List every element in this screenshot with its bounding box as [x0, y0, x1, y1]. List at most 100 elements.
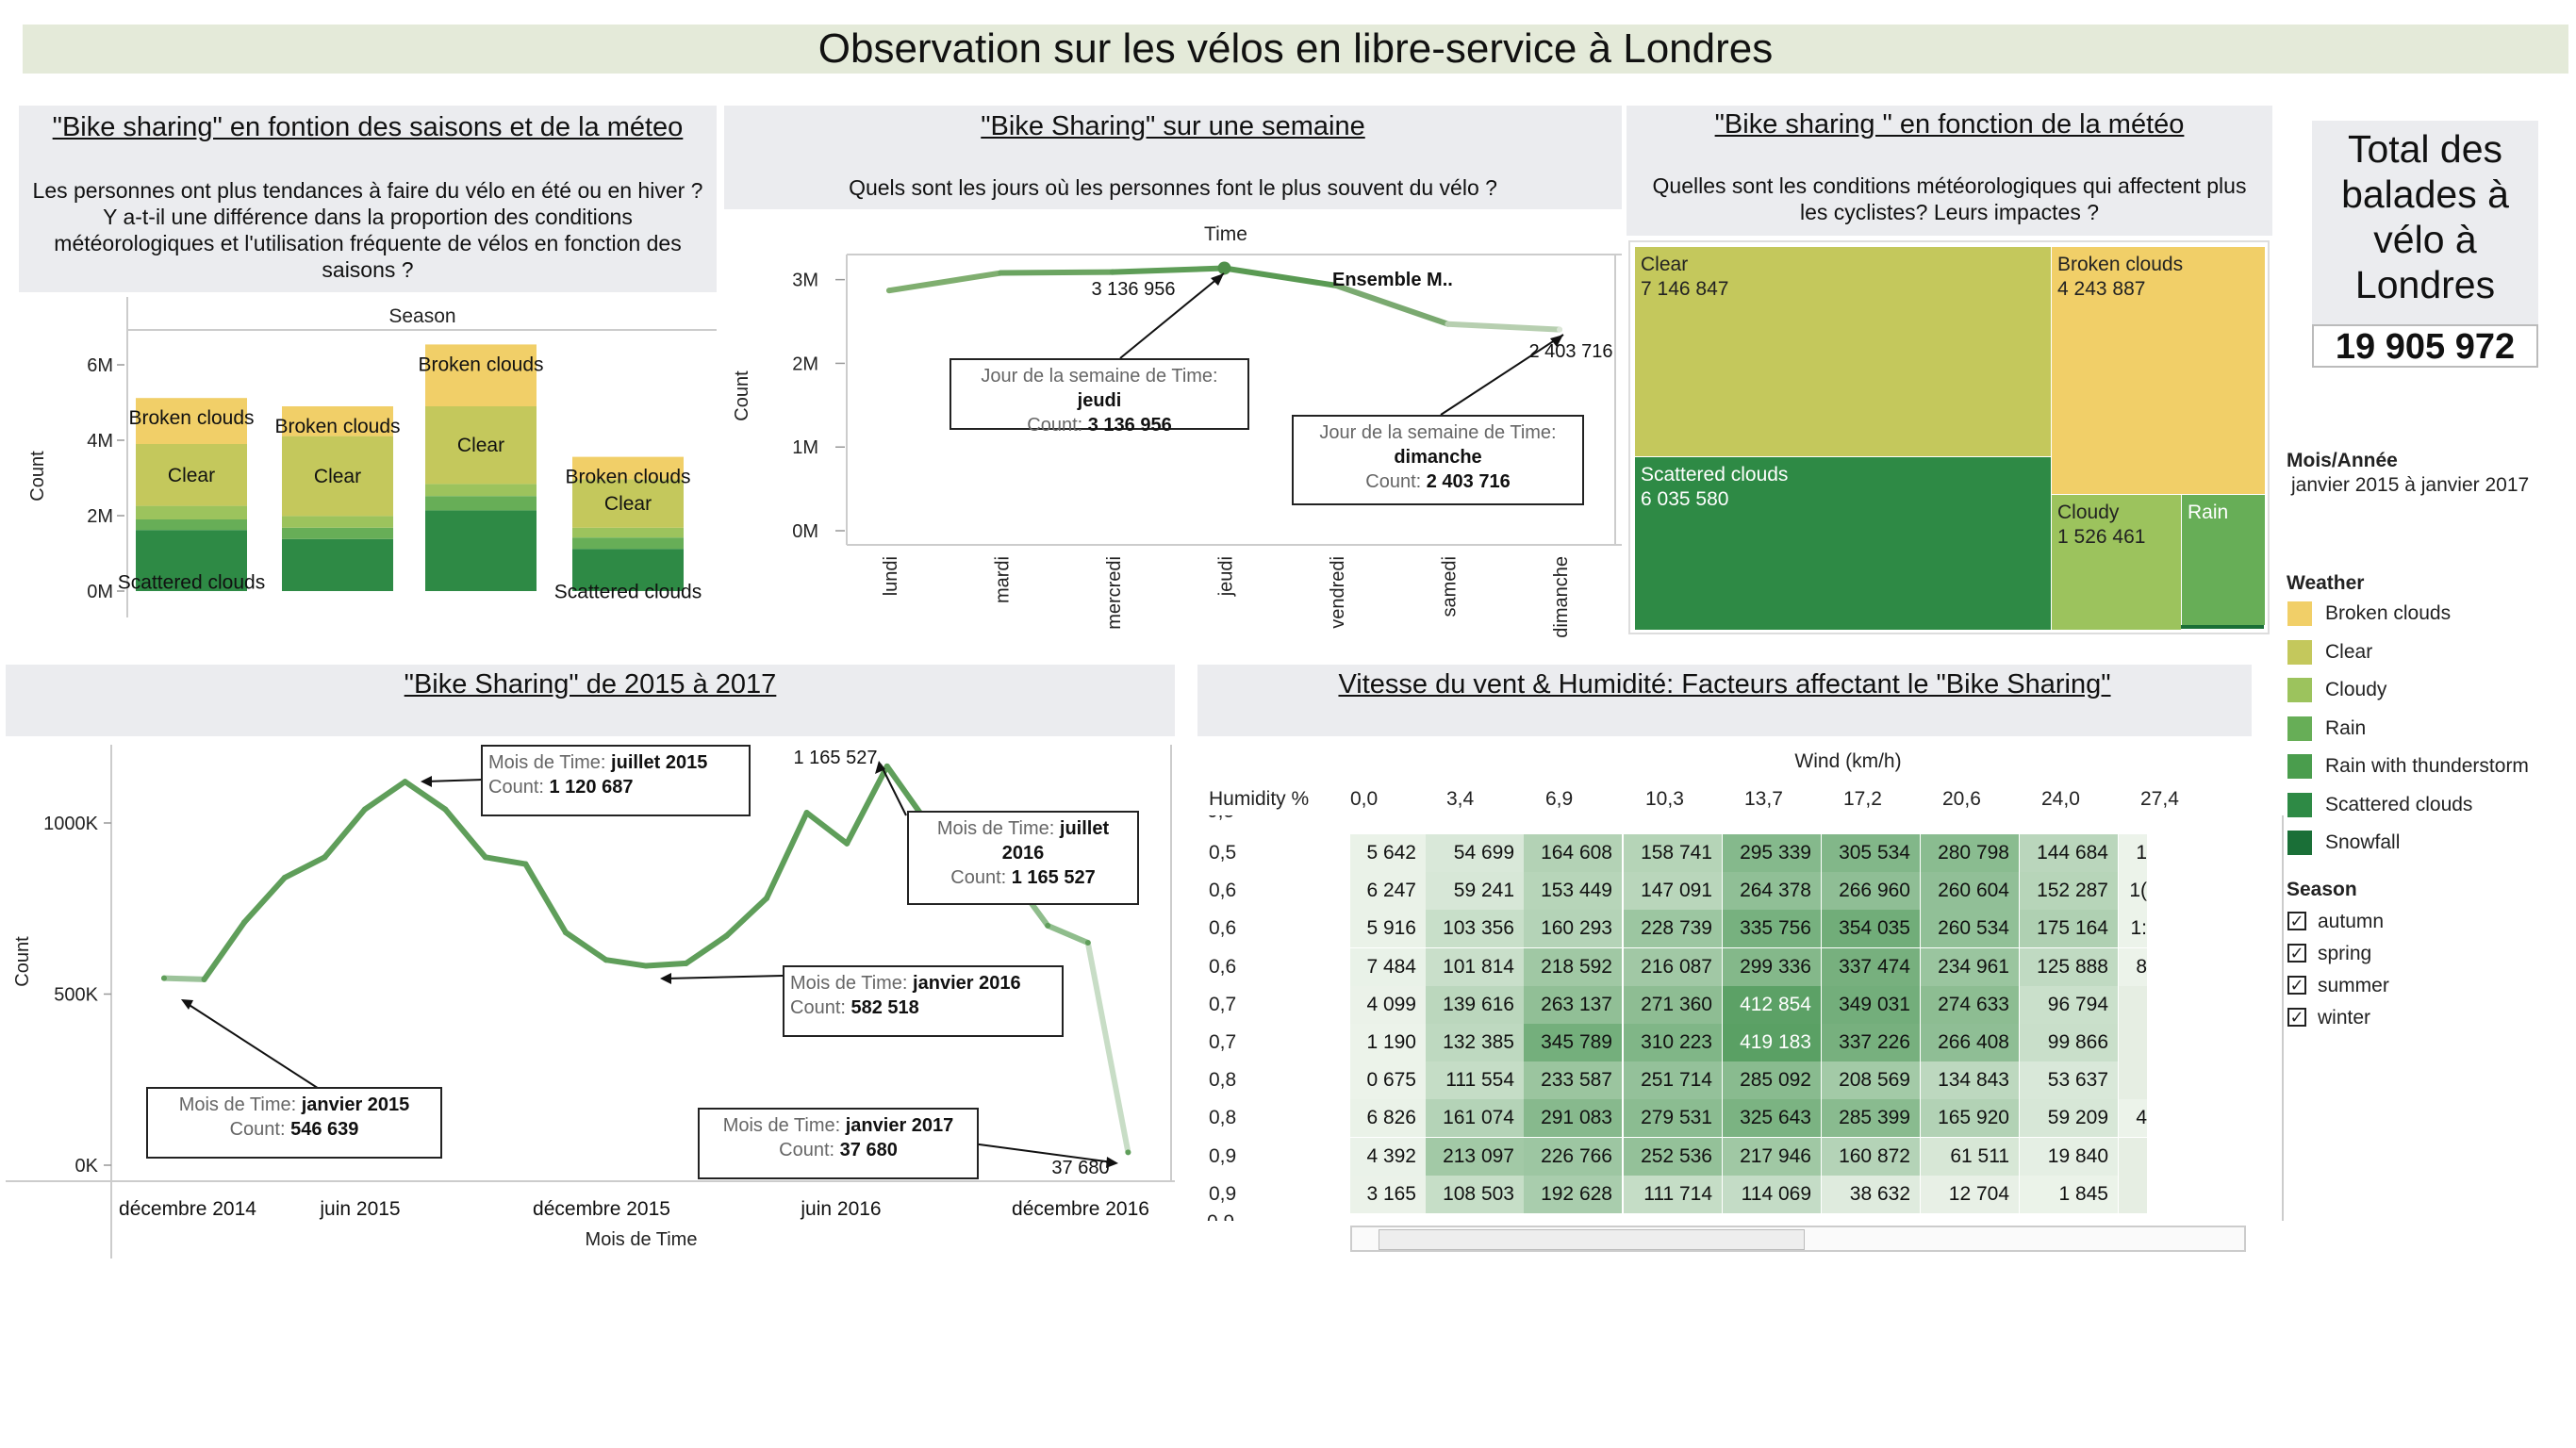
season-bar-segment[interactable] [572, 479, 684, 528]
heatmap-cell[interactable]: 161 074 [1426, 1099, 1524, 1138]
heatmap-cell[interactable]: 165 920 [1921, 1099, 2019, 1138]
timeline-point[interactable] [1125, 1149, 1131, 1156]
heatmap-cell[interactable]: 419 183 [1723, 1024, 1821, 1061]
heatmap-cell[interactable]: 108 503 [1426, 1175, 1524, 1213]
season-filter-item[interactable]: ✓ summer [2287, 972, 2389, 1000]
heatmap-cell[interactable]: 234 961 [1921, 947, 2019, 986]
heatmap-cell[interactable]: 99 866 [2020, 1024, 2118, 1061]
timeline-point[interactable] [1045, 922, 1051, 929]
season-bar-segment[interactable] [136, 398, 247, 444]
heatmap-cell[interactable]: 266 960 [1822, 872, 1920, 911]
season-filter-item[interactable]: ✓ winter [2287, 1004, 2370, 1032]
heatmap-cell[interactable] [2119, 1137, 2147, 1176]
heatmap-cell[interactable]: 285 399 [1822, 1099, 1920, 1138]
season-bar-segment[interactable] [425, 510, 537, 591]
heatmap-cell[interactable]: 280 798 [1921, 834, 2019, 872]
season-bar-segment[interactable] [282, 516, 393, 528]
heatmap-cell[interactable] [2119, 1024, 2147, 1061]
timeline-point[interactable] [402, 779, 408, 785]
heatmap-cell[interactable]: 38 632 [1822, 1175, 1920, 1213]
heatmap-cell[interactable]: 175 164 [2020, 910, 2118, 948]
heatmap-cell[interactable]: 263 137 [1524, 985, 1622, 1024]
timeline-point[interactable] [883, 763, 890, 769]
season-bar-segment[interactable] [136, 444, 247, 506]
season-bar-segment[interactable] [425, 496, 537, 511]
legend-item[interactable]: Broken clouds [2287, 600, 2451, 628]
heatmap-cell[interactable]: 216 087 [1624, 947, 1722, 986]
timeline-point[interactable] [723, 932, 730, 939]
heatmap-cell[interactable]: 4 [2119, 1099, 2147, 1138]
heatmap-cell[interactable]: 1 [2119, 834, 2147, 872]
period-filter-value[interactable]: janvier 2015 à janvier 2017 [2291, 474, 2530, 496]
treemap-cell-cloudy[interactable]: Cloudy 1 526 461 [2051, 494, 2182, 631]
heatmap-cell[interactable]: 271 360 [1624, 985, 1722, 1024]
heatmap-cell[interactable] [2119, 985, 2147, 1024]
timeline-point[interactable] [603, 957, 609, 963]
heatmap-cell[interactable]: 264 378 [1723, 872, 1821, 911]
heatmap-cell[interactable]: 354 035 [1822, 910, 1920, 948]
heatmap-cell[interactable]: 160 872 [1822, 1137, 1920, 1176]
season-bar-segment[interactable] [572, 549, 684, 591]
heatmap-cell[interactable]: 53 637 [2020, 1061, 2118, 1100]
timeline-point[interactable] [683, 960, 689, 966]
heatmap-cell[interactable]: 260 534 [1921, 910, 2019, 948]
heatmap-cell[interactable]: 213 097 [1426, 1137, 1524, 1176]
heatmap-cell[interactable]: 139 616 [1426, 985, 1524, 1024]
heatmap-cell[interactable]: 192 628 [1524, 1175, 1622, 1213]
heatmap-cell[interactable]: 0 675 [1350, 1061, 1426, 1100]
heatmap-cell[interactable]: 103 356 [1426, 910, 1524, 948]
heatmap-cell[interactable]: 111 554 [1426, 1061, 1524, 1100]
heatmap-cell[interactable]: 7 484 [1350, 947, 1426, 986]
heatmap-cell[interactable]: 226 766 [1524, 1137, 1622, 1176]
season-bar-segment[interactable] [425, 344, 537, 406]
heatmap-cell[interactable]: 266 408 [1921, 1024, 2019, 1061]
heatmap-cell[interactable]: 147 091 [1624, 872, 1722, 911]
timeline-point[interactable] [362, 806, 368, 813]
heatmap-cell[interactable]: 6 826 [1350, 1099, 1426, 1138]
week-point[interactable] [1333, 282, 1339, 288]
heatmap-cell[interactable]: 144 684 [2020, 834, 2118, 872]
timeline-point[interactable] [482, 854, 488, 861]
heatmap-cell[interactable]: 310 223 [1624, 1024, 1722, 1061]
heatmap-cell[interactable]: 96 794 [2020, 985, 2118, 1024]
treemap-cell-rain[interactable]: Rain [2181, 494, 2266, 626]
timeline-point[interactable] [442, 806, 449, 813]
heatmap-cell[interactable]: 6 247 [1350, 872, 1426, 911]
heatmap-cell[interactable]: 61 511 [1921, 1137, 2019, 1176]
heatmap-cell[interactable]: 1( [2119, 872, 2147, 911]
heatmap-cell[interactable]: 1 190 [1350, 1024, 1426, 1061]
heatmap-cell[interactable]: 114 069 [1723, 1175, 1821, 1213]
week-point[interactable] [886, 288, 892, 294]
heatmap-cell[interactable]: 1: [2119, 910, 2147, 948]
week-point[interactable] [1110, 269, 1115, 275]
treemap-cell-broken-clouds[interactable]: Broken clouds 4 243 887 [2051, 246, 2266, 495]
week-point[interactable] [1217, 261, 1231, 275]
season-filter-item[interactable]: ✓ spring [2287, 940, 2371, 968]
heatmap-cell[interactable]: 412 854 [1723, 985, 1821, 1024]
heatmap-cell[interactable]: 54 699 [1426, 834, 1524, 872]
heatmap-cell[interactable]: 228 739 [1624, 910, 1722, 948]
heatmap-cell[interactable]: 152 287 [2020, 872, 2118, 911]
timeline-point[interactable] [241, 919, 248, 926]
heatmap-cell[interactable]: 345 789 [1524, 1024, 1622, 1061]
week-point[interactable] [1557, 326, 1562, 333]
heatmap-cell[interactable]: 4 392 [1350, 1137, 1426, 1176]
timeline-point[interactable] [563, 930, 569, 936]
heatmap-cell[interactable]: 132 385 [1426, 1024, 1524, 1061]
timeline-point[interactable] [322, 854, 328, 861]
heatmap-cell[interactable]: 158 741 [1624, 834, 1722, 872]
heatmap-cell[interactable]: 101 814 [1426, 947, 1524, 986]
season-bar-segment[interactable] [572, 456, 684, 480]
season-checkbox[interactable]: ✓ [2287, 944, 2306, 963]
heatmap-cell[interactable]: 337 226 [1822, 1024, 1920, 1061]
season-bar-segment[interactable] [425, 406, 537, 485]
heatmap-cell[interactable]: 218 592 [1524, 947, 1622, 986]
heatmap-cell[interactable]: 252 536 [1624, 1137, 1722, 1176]
timeline-point[interactable] [643, 963, 650, 969]
season-bar-segment[interactable] [136, 519, 247, 531]
legend-item[interactable]: Scattered clouds [2287, 791, 2472, 819]
heatmap-cell[interactable]: 260 604 [1921, 872, 2019, 911]
heatmap-cell[interactable]: 335 756 [1723, 910, 1821, 948]
heatmap-cell[interactable]: 295 339 [1723, 834, 1821, 872]
